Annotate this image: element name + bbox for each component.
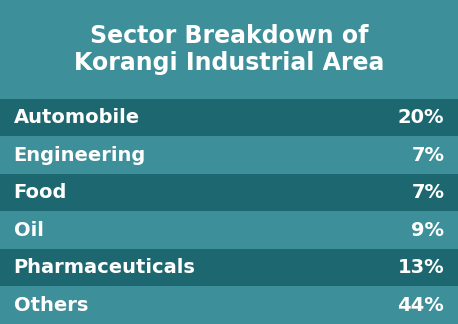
Text: Pharmaceuticals: Pharmaceuticals [14,258,196,277]
Text: 44%: 44% [398,296,444,315]
Text: Engineering: Engineering [14,145,146,165]
Text: 20%: 20% [398,108,444,127]
Text: Others: Others [14,296,88,315]
Bar [0,212,458,249]
Bar [0,174,458,212]
Bar [0,286,458,324]
Text: 7%: 7% [411,145,444,165]
Text: 9%: 9% [411,221,444,240]
Text: 7%: 7% [411,183,444,202]
Text: Food: Food [14,183,67,202]
Bar [0,99,458,136]
Text: Automobile: Automobile [14,108,140,127]
Text: 13%: 13% [398,258,444,277]
Bar [0,249,458,286]
Text: Sector Breakdown of
Korangi Industrial Area: Sector Breakdown of Korangi Industrial A… [74,24,384,75]
Text: Oil: Oil [14,221,44,240]
Bar [0,136,458,174]
